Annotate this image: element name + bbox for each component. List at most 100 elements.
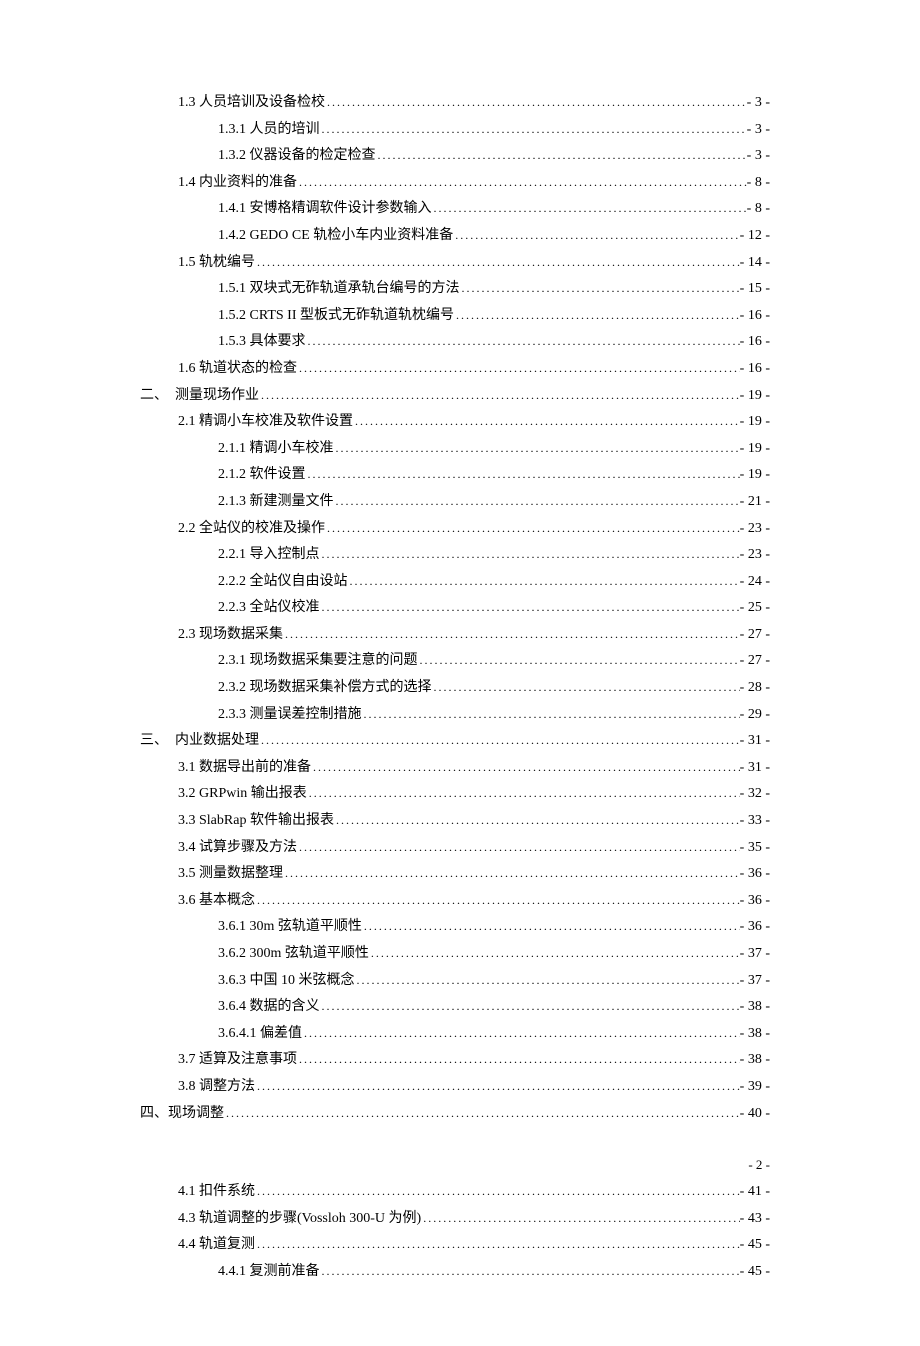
toc-label: 二、 测量现场作业 [140,383,259,410]
toc-entry[interactable]: 3.6.1 30m 弦轨道平顺性- 36 - [140,914,770,941]
toc-leader [320,543,740,566]
toc-entry[interactable]: 3.6 基本概念- 36 - [140,888,770,915]
toc-page: - 19 - [740,409,770,436]
toc-entry[interactable]: 3.6.4.1 偏差值- 38 - [140,1021,770,1048]
toc-leader [311,756,740,779]
toc-label: 1.4.2 GEDO CE 轨检小车内业资料准备 [218,223,453,250]
toc-entry[interactable]: 2.3 现场数据采集- 27 - [140,622,770,649]
toc-entry[interactable]: 1.4.1 安博格精调软件设计参数输入 - 8 - [140,196,770,223]
toc-leader [432,676,740,699]
toc-entry[interactable]: 3.6.3 中国 10 米弦概念- 37 - [140,968,770,995]
toc-leader [255,889,740,912]
toc-page: - 8 - [747,196,770,223]
toc-page: - 45 - [740,1232,770,1259]
toc-entry[interactable]: 3.6.2 300m 弦轨道平顺性- 37 - [140,941,770,968]
toc-label: 2.2.2 全站仪自由设站 [218,569,348,596]
toc-label: 四、现场调整 [140,1101,224,1128]
toc-entry[interactable]: 2.1.3 新建测量文件- 21 - [140,489,770,516]
toc-leader [432,197,747,220]
toc-entry[interactable]: 3.6.4 数据的含义- 38 - [140,994,770,1021]
toc-label: 1.3.1 人员的培训 [218,117,320,144]
toc-page: - 16 - [740,303,770,330]
toc-leader [297,171,747,194]
toc-leader [355,969,740,992]
toc-label: 2.2 全站仪的校准及操作 [178,516,325,543]
toc-leader [259,729,740,752]
toc-label: 2.1.2 软件设置 [218,462,306,489]
toc-page: - 24 - [740,569,770,596]
toc-entry[interactable]: 4.1 扣件系统- 41 - [140,1179,770,1206]
toc-entry[interactable]: 1.6 轨道状态的检查- 16 - [140,356,770,383]
toc-block-1: 1.3 人员培训及设备检校- 3 -1.3.1 人员的培训 - 3 -1.3.2 … [140,90,770,1127]
toc-container: 1.3 人员培训及设备检校- 3 -1.3.1 人员的培训 - 3 -1.3.2 … [140,90,770,1286]
toc-entry[interactable]: 3.7 适算及注意事项 - 38 - [140,1047,770,1074]
toc-leader [297,357,740,380]
toc-entry[interactable]: 1.5.2 CRTS II 型板式无砟轨道轨枕编号- 16 - [140,303,770,330]
toc-leader [460,277,740,300]
toc-entry[interactable]: 3.3 SlabRap 软件输出报表- 33 - [140,808,770,835]
toc-entry[interactable]: 四、现场调整 - 40 - [140,1101,770,1128]
toc-leader [334,437,740,460]
toc-leader [255,1075,740,1098]
toc-entry[interactable]: 2.3.1 现场数据采集要注意的问题- 27 - [140,648,770,675]
toc-entry[interactable]: 2.2.1 导入控制点- 23 - [140,542,770,569]
toc-entry[interactable]: 2.2.2 全站仪自由设站 - 24 - [140,569,770,596]
toc-label: 1.5.1 双块式无砟轨道承轨台编号的方法 [218,276,460,303]
toc-label: 3.4 试算步骤及方法 [178,835,297,862]
toc-leader [353,410,740,433]
toc-label: 4.3 轨道调整的步骤(Vossloh 300-U 为例) [178,1206,421,1233]
toc-entry[interactable]: 3.5 测量数据整理- 36 - [140,861,770,888]
toc-entry[interactable]: 4.3 轨道调整的步骤(Vossloh 300-U 为例) - 43 - [140,1206,770,1233]
toc-entry[interactable]: 1.4.2 GEDO CE 轨检小车内业资料准备- 12 - [140,223,770,250]
toc-page: - 43 - [740,1206,770,1233]
toc-leader [325,517,740,540]
toc-leader [297,1048,740,1071]
toc-page: - 33 - [740,808,770,835]
toc-entry[interactable]: 2.1.2 软件设置- 19 - [140,462,770,489]
toc-page: - 45 - [740,1259,770,1286]
toc-leader [255,1233,740,1256]
toc-page: - 19 - [740,436,770,463]
toc-entry[interactable]: 2.2.3 全站仪校准- 25 - [140,595,770,622]
toc-page: - 38 - [740,1047,770,1074]
toc-entry[interactable]: 二、 测量现场作业 - 19 - [140,383,770,410]
toc-page: - 19 - [740,383,770,410]
toc-leader [320,118,747,141]
toc-label: 2.1.3 新建测量文件 [218,489,334,516]
toc-leader [259,384,740,407]
toc-entry[interactable]: 1.4 内业资料的准备- 8 - [140,170,770,197]
toc-label: 1.4.1 安博格精调软件设计参数输入 [218,196,432,223]
toc-entry[interactable]: 1.5.3 具体要求- 16 - [140,329,770,356]
toc-label: 3.2 GRPwin 输出报表 [178,781,307,808]
toc-leader [302,1022,740,1045]
toc-entry[interactable]: 1.3 人员培训及设备检校- 3 - [140,90,770,117]
toc-entry[interactable]: 1.5 轨枕编号- 14 - [140,250,770,277]
toc-leader [224,1102,740,1125]
toc-label: 3.8 调整方法 [178,1074,255,1101]
toc-page: - 3 - [747,117,770,144]
toc-page: - 32 - [740,781,770,808]
toc-block-2: 4.1 扣件系统- 41 -4.3 轨道调整的步骤(Vossloh 300-U … [140,1179,770,1285]
toc-label: 1.5.3 具体要求 [218,329,306,356]
toc-entry[interactable]: 2.3.3 测量误差控制措施- 29 - [140,702,770,729]
toc-label: 3.6.3 中国 10 米弦概念 [218,968,355,995]
toc-entry[interactable]: 2.2 全站仪的校准及操作- 23 - [140,516,770,543]
toc-entry[interactable]: 1.5.1 双块式无砟轨道承轨台编号的方法 - 15 - [140,276,770,303]
toc-entry[interactable]: 3.1 数据导出前的准备- 31 - [140,755,770,782]
toc-entry[interactable]: 2.3.2 现场数据采集补偿方式的选择- 28 - [140,675,770,702]
toc-entry[interactable]: 4.4.1 复测前准备- 45 - [140,1259,770,1286]
toc-entry[interactable]: 2.1 精调小车校准及软件设置- 19 - [140,409,770,436]
toc-entry[interactable]: 3.4 试算步骤及方法- 35 - [140,835,770,862]
toc-entry[interactable]: 3.2 GRPwin 输出报表 - 32 - [140,781,770,808]
toc-page: - 15 - [740,276,770,303]
toc-entry[interactable]: 4.4 轨道复测- 45 - [140,1232,770,1259]
toc-entry[interactable]: 1.3.2 仪器设备的检定检查- 3 - [140,143,770,170]
toc-page: - 36 - [740,888,770,915]
toc-leader [369,942,740,965]
toc-entry[interactable]: 3.8 调整方法- 39 - [140,1074,770,1101]
toc-entry[interactable]: 2.1.1 精调小车校准- 19 - [140,436,770,463]
toc-entry[interactable]: 1.3.1 人员的培训 - 3 - [140,117,770,144]
toc-page: - 36 - [740,914,770,941]
toc-entry[interactable]: 三、 内业数据处理- 31 - [140,728,770,755]
toc-label: 3.7 适算及注意事项 [178,1047,297,1074]
